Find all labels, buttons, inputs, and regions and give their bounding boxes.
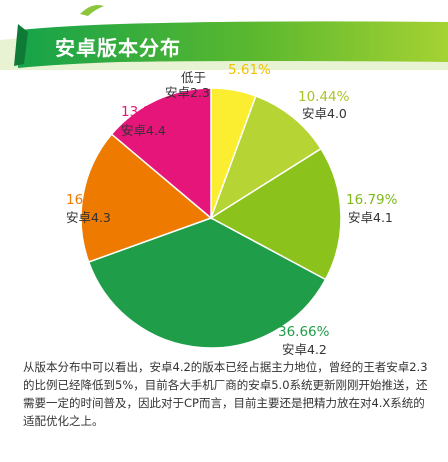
slice-category-label: 安卓4.4 [121,123,166,138]
slice-value-label: 10.44% [298,89,350,105]
pie-slice [87,217,327,349]
slice-value-label: 36.66% [278,324,330,340]
header-banner [0,5,448,70]
slice-value-label: 13.85% [121,104,173,120]
slice-value-label: 16.79% [346,192,398,208]
pie-slice [209,147,342,281]
slice-category-label: 低于 [181,70,206,85]
slice-category-label: 安卓4.0 [302,106,347,121]
pie-slice [110,87,212,220]
pie-slice [209,95,323,220]
page-title: 安卓版本分布 [55,36,181,60]
slice-value-label: 5.61% [228,62,271,78]
slice-category-label: 安卓2.3 [165,85,210,100]
caption-text: 从版本分布中可以看出，安卓4.2的版本已经占据主力地位，曾经的王者安卓2.3的比… [23,360,428,428]
slice-category-label: 安卓4.1 [348,210,393,225]
slice-category-label: 安卓4.2 [282,342,327,357]
pie-slice [80,133,213,263]
slice-value-label: 16.64% [66,192,118,208]
slice-category-label: 安卓4.3 [66,210,111,225]
